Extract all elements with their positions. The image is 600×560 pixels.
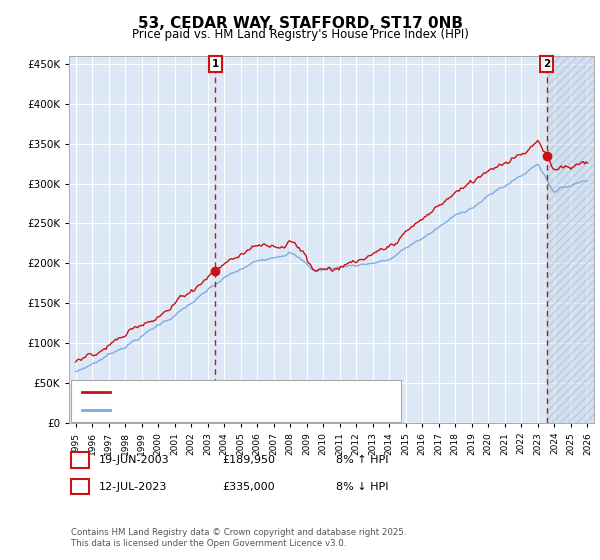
Bar [547,56,600,423]
Text: 53, CEDAR WAY, STAFFORD, ST17 0NB (detached house): 53, CEDAR WAY, STAFFORD, ST17 0NB (detac… [114,388,397,397]
Text: £189,950: £189,950 [222,455,275,465]
Text: £335,000: £335,000 [222,482,275,492]
Text: Price paid vs. HM Land Registry's House Price Index (HPI): Price paid vs. HM Land Registry's House … [131,28,469,41]
Text: 8% ↑ HPI: 8% ↑ HPI [336,455,389,465]
Text: 12-JUL-2023: 12-JUL-2023 [99,482,167,492]
Text: 53, CEDAR WAY, STAFFORD, ST17 0NB: 53, CEDAR WAY, STAFFORD, ST17 0NB [137,16,463,31]
Text: 2: 2 [543,59,550,69]
Text: 2: 2 [76,482,83,492]
Text: 1: 1 [212,59,219,69]
Text: 8% ↓ HPI: 8% ↓ HPI [336,482,389,492]
Text: 19-JUN-2003: 19-JUN-2003 [99,455,170,465]
Text: 1: 1 [76,455,83,465]
Text: HPI: Average price, detached house, Stafford: HPI: Average price, detached house, Staf… [114,405,338,415]
Bar [547,56,600,423]
Text: Contains HM Land Registry data © Crown copyright and database right 2025.
This d: Contains HM Land Registry data © Crown c… [71,528,406,548]
